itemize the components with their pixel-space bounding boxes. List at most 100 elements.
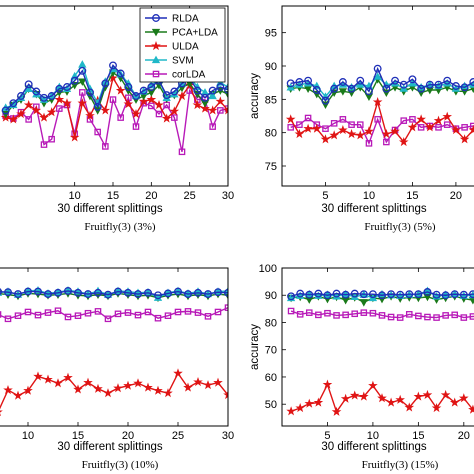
data-point-rlda: [84, 290, 92, 298]
data-point-ulda: [364, 126, 374, 136]
x-tick-label: 5: [324, 430, 330, 442]
data-point-rlda: [450, 290, 459, 299]
data-point-ulda: [8, 114, 19, 124]
data-point-corlda: [114, 310, 122, 318]
series-line-rlda: [290, 291, 474, 298]
data-point-svm: [0, 292, 3, 296]
data-point-ulda: [213, 377, 223, 387]
y-tick-label: 100: [259, 263, 277, 275]
data-point-pcalda: [338, 88, 348, 96]
data-point-rlda: [382, 84, 391, 93]
data-point-ulda: [459, 134, 470, 144]
data-point-corlda: [155, 110, 163, 118]
data-point-rlda: [162, 91, 171, 100]
data-point-rlda: [109, 61, 117, 70]
legend-marker: [151, 28, 161, 37]
data-point-ulda: [183, 382, 193, 392]
data-point-rlda: [378, 291, 386, 300]
data-point-corlda: [74, 312, 82, 319]
data-point-rlda: [124, 288, 132, 297]
data-point-corlda: [154, 314, 162, 322]
data-point-corlda: [296, 121, 303, 128]
x-tick-label: 15: [406, 190, 418, 202]
data-point-corlda: [287, 307, 295, 315]
data-point-ulda: [169, 106, 180, 116]
legend: RLDA PCA+LDA ULDA SVM corLDA: [139, 7, 226, 83]
data-point-ulda: [93, 383, 103, 393]
data-point-rlda: [144, 288, 152, 297]
data-point-ulda: [433, 115, 444, 125]
y-tick-label: 70: [265, 345, 277, 357]
data-point-ulda: [338, 124, 348, 135]
data-point-rlda: [408, 75, 417, 84]
data-point-ulda: [381, 128, 392, 139]
data-point-rlda: [204, 290, 212, 298]
data-point-rlda: [356, 76, 365, 85]
data-point-corlda: [400, 117, 408, 124]
data-point-ulda: [459, 393, 469, 403]
data-point-corlda: [224, 304, 228, 311]
data-point-rlda: [365, 87, 373, 96]
data-point-ulda: [123, 99, 134, 109]
data-point-rlda: [214, 288, 222, 297]
data-point-rlda: [387, 290, 396, 299]
data-point-rlda: [341, 290, 350, 299]
data-point-rlda: [0, 288, 2, 295]
data-point-rlda: [55, 84, 64, 93]
data-point-corlda: [4, 315, 12, 323]
data-point-corlda: [330, 120, 338, 127]
data-point-rlda: [134, 290, 142, 298]
data-point-ulda: [377, 393, 387, 403]
data-point-ulda: [131, 108, 141, 119]
data-point-rlda: [287, 292, 296, 301]
y-tick-label: 80: [265, 128, 277, 140]
data-point-ulda: [294, 128, 305, 139]
data-point-corlda: [148, 102, 155, 110]
data-point-rlda: [468, 290, 474, 299]
data-point-corlda: [0, 311, 2, 318]
plot-frame: [0, 267, 229, 427]
data-point-rlda: [338, 78, 347, 86]
data-point-ulda: [73, 384, 83, 394]
data-point-ulda: [163, 388, 173, 398]
data-point-ulda: [368, 380, 378, 390]
data-point-ulda: [398, 136, 409, 147]
data-point-corlda: [435, 124, 442, 131]
y-tick-label: 80: [265, 317, 277, 329]
data-point-ulda: [422, 389, 433, 400]
data-point-ulda: [331, 406, 342, 416]
data-point-ulda: [77, 98, 88, 108]
legend-marker: [152, 14, 160, 22]
data-point-ulda: [123, 380, 133, 390]
data-point-rlda: [460, 83, 469, 92]
data-point-corlda: [174, 308, 182, 316]
data-point-rlda: [425, 80, 434, 89]
data-point-corlda: [84, 309, 92, 317]
data-point-corlda: [214, 308, 222, 316]
data-point-rlda: [154, 291, 162, 300]
series-line-pcalda: [291, 295, 474, 304]
data-point-corlda: [339, 116, 347, 123]
data-point-corlda: [48, 135, 55, 143]
data-point-ulda: [386, 397, 396, 407]
data-point-rlda: [286, 79, 295, 88]
data-point-rlda: [359, 290, 368, 299]
data-point-rlda: [201, 93, 209, 102]
y-tick-label: 60: [265, 372, 277, 384]
data-point-ulda: [413, 391, 424, 401]
series-line-ulda: [290, 382, 474, 414]
data-point-corlda: [287, 124, 294, 131]
data-point-rlda: [63, 83, 71, 91]
data-point-rlda: [216, 83, 225, 91]
chart-panel-3: 10 15 20 25 30 30 different splittings Fruitfl…: [0, 267, 234, 471]
data-point-ulda: [13, 390, 23, 400]
data-point-ulda: [285, 114, 296, 124]
data-point-corlda: [204, 313, 212, 320]
data-point-rlda: [164, 289, 172, 298]
data-point-ulda: [320, 134, 331, 144]
data-point-rlda: [4, 288, 12, 297]
data-point-rlda: [314, 289, 323, 298]
data-point-rlda: [70, 76, 79, 85]
data-point-ulda: [177, 90, 187, 101]
data-point-svm: [208, 91, 217, 100]
